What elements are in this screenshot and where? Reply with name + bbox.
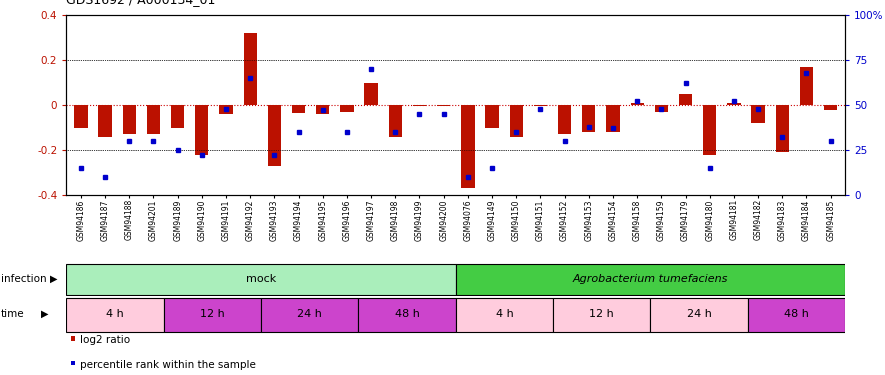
Bar: [751, 105, 765, 123]
Bar: [358, 298, 456, 332]
Bar: [748, 298, 845, 332]
Bar: [679, 94, 692, 105]
Bar: [461, 105, 474, 188]
Bar: [219, 105, 233, 114]
Text: GDS1692 / A000134_01: GDS1692 / A000134_01: [66, 0, 216, 6]
Bar: [164, 298, 261, 332]
Bar: [268, 105, 281, 166]
Bar: [243, 33, 257, 105]
Bar: [553, 298, 650, 332]
Bar: [606, 105, 619, 132]
Bar: [558, 105, 571, 134]
Text: log2 ratio: log2 ratio: [80, 335, 130, 345]
Bar: [74, 105, 88, 128]
Bar: [66, 298, 164, 332]
Bar: [437, 105, 450, 106]
Bar: [650, 298, 748, 332]
Text: 24 h: 24 h: [297, 309, 322, 319]
Bar: [98, 105, 112, 136]
Bar: [365, 82, 378, 105]
Bar: [123, 105, 136, 134]
Bar: [456, 298, 553, 332]
Bar: [534, 105, 547, 106]
Bar: [800, 67, 813, 105]
Bar: [510, 105, 523, 136]
Text: mock: mock: [246, 274, 276, 284]
Bar: [655, 105, 668, 112]
Text: 48 h: 48 h: [784, 309, 809, 319]
Text: percentile rank within the sample: percentile rank within the sample: [80, 360, 256, 370]
Text: ▶: ▶: [41, 309, 48, 319]
Bar: [824, 105, 837, 110]
Bar: [261, 298, 358, 332]
Bar: [196, 105, 209, 154]
Bar: [727, 103, 741, 105]
Bar: [171, 105, 184, 128]
Bar: [66, 264, 456, 295]
Bar: [582, 105, 596, 132]
Bar: [456, 264, 845, 295]
Bar: [412, 105, 427, 106]
Text: time: time: [1, 309, 25, 319]
Bar: [389, 105, 402, 136]
Bar: [341, 105, 354, 112]
Bar: [485, 105, 499, 128]
Text: 4 h: 4 h: [496, 309, 513, 319]
Bar: [703, 105, 716, 154]
Bar: [316, 105, 329, 114]
Bar: [630, 103, 643, 105]
Text: 24 h: 24 h: [687, 309, 712, 319]
Text: 12 h: 12 h: [589, 309, 614, 319]
Bar: [775, 105, 789, 152]
Text: Agrobacterium tumefaciens: Agrobacterium tumefaciens: [573, 274, 728, 284]
Text: infection: infection: [1, 274, 47, 284]
Bar: [147, 105, 160, 134]
Text: 4 h: 4 h: [106, 309, 124, 319]
Bar: [292, 105, 305, 113]
Text: 12 h: 12 h: [200, 309, 225, 319]
Text: ▶: ▶: [50, 274, 58, 284]
Text: 48 h: 48 h: [395, 309, 419, 319]
